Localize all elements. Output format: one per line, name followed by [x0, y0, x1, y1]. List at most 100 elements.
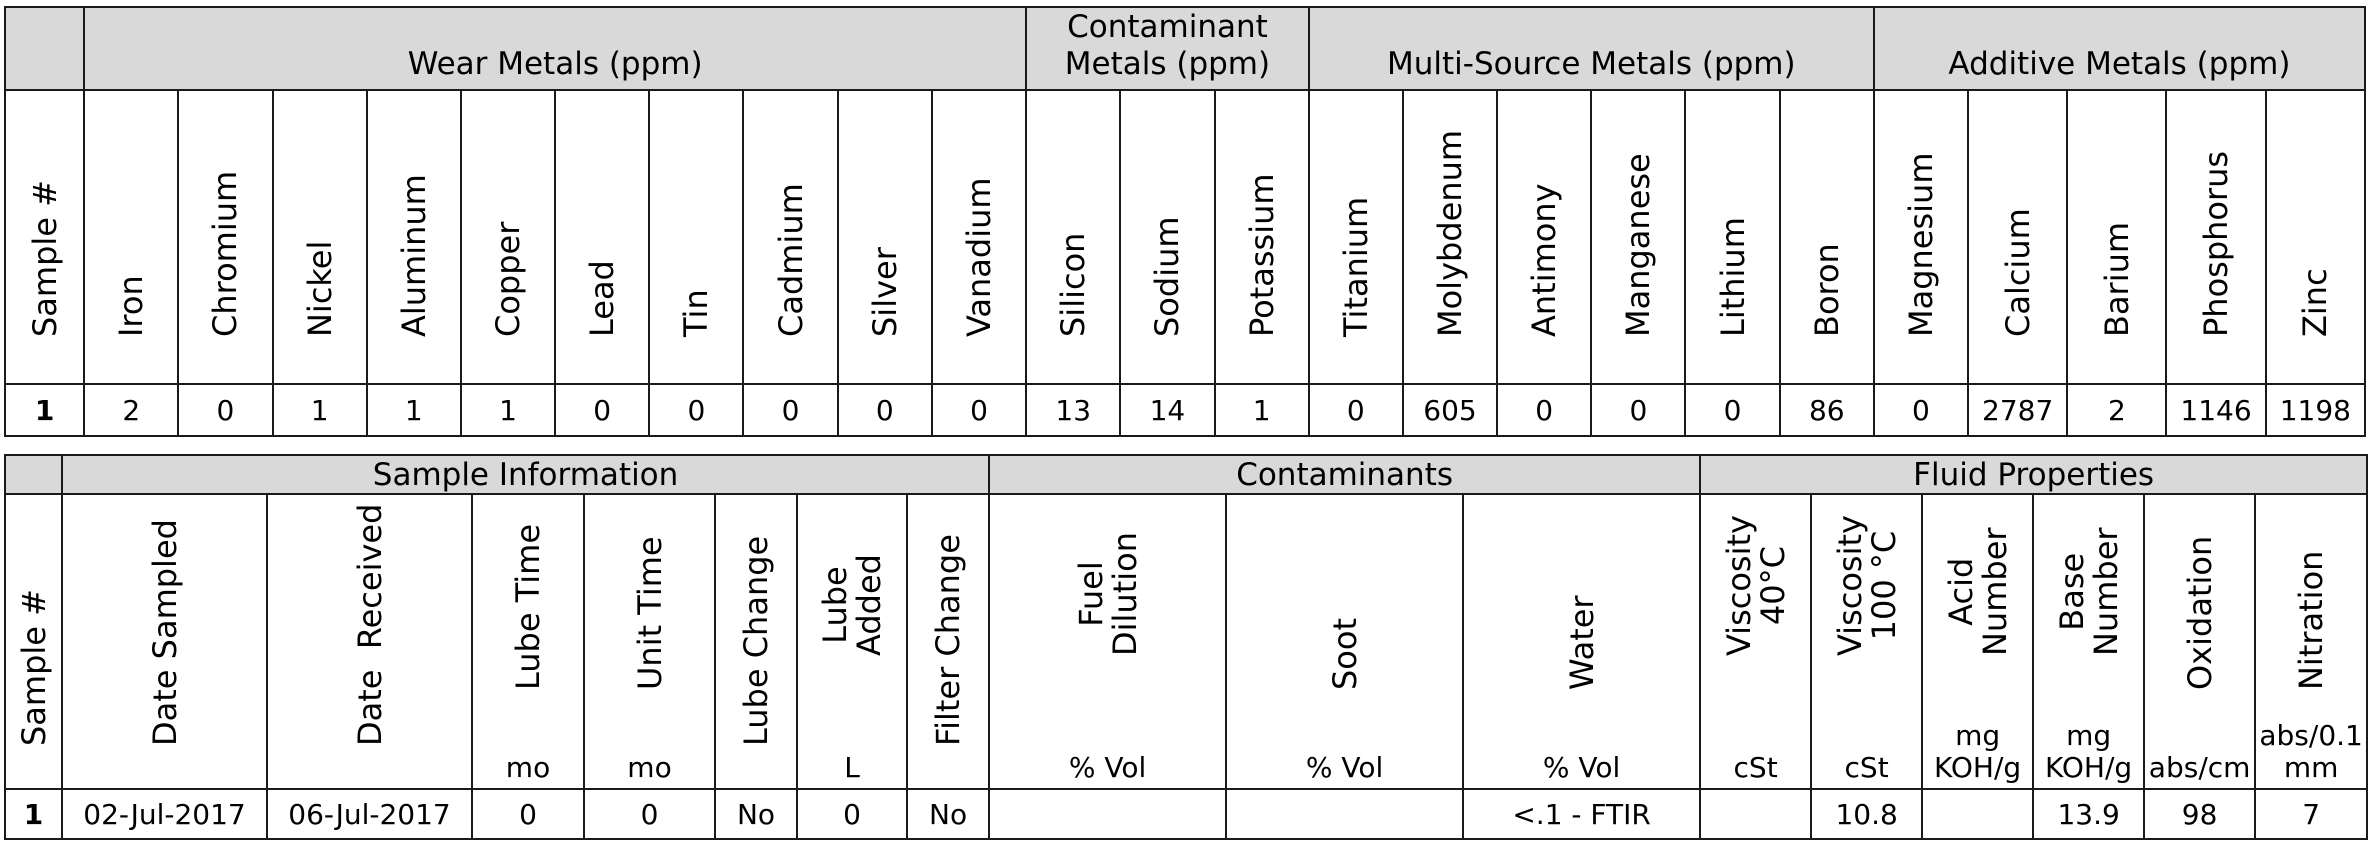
group-contaminant-line2: Metals (ppm) — [1064, 46, 1271, 82]
value-cell-filter-change: No — [905, 788, 991, 840]
column-header-label: Lube Added — [816, 554, 888, 656]
column-header-vanadium: Vanadium — [930, 89, 1028, 385]
column-header-label: Manganese — [1619, 153, 1658, 337]
column-header-cadmium: Cadmium — [742, 89, 839, 385]
column-header-label: Viscosity 40°C — [1719, 515, 1792, 656]
value-cell-nickel: 1 — [271, 383, 368, 437]
column-header-zinc: Zinc — [2264, 89, 2367, 385]
value-cell-date-received: 06-Jul-2017 — [266, 788, 473, 840]
column-unit: cSt — [1844, 751, 1889, 784]
group-multi-source-metals: Multi-Source Metals (ppm) — [1307, 6, 1875, 91]
info-group-row: Sample Information Contaminants Fluid Pr… — [4, 454, 2369, 495]
column-header-label: Base Number — [2052, 527, 2125, 656]
column-header-soot: Soot % Vol — [1225, 493, 1465, 790]
metals-header-row: Sample # Iron Chromium Nickel Aluminum Coppe… — [3, 89, 2367, 385]
column-header-label: Boron — [1807, 243, 1846, 337]
column-unit: abs/0.1 mm — [2259, 719, 2363, 784]
corner-cell — [3, 6, 86, 91]
column-header-label: Lube Change — [737, 535, 775, 746]
column-header-label: Phosphorus — [2197, 150, 2236, 337]
column-header-label: Zinc — [2296, 268, 2335, 337]
column-header-silver: Silver — [836, 89, 933, 385]
column-header-viscosity-40-c: Viscosity 40°C cSt — [1699, 493, 1813, 790]
value-cell-date-sampled: 02-Jul-2017 — [61, 788, 268, 840]
group-wear-metals: Wear Metals (ppm) — [83, 6, 1028, 91]
metals-table: Wear Metals (ppm) Contaminant Metals (ppm… — [3, 6, 2367, 437]
column-header-potassium: Potassium — [1213, 89, 1310, 385]
value-cell-chromium: 0 — [177, 383, 274, 437]
column-header-silicon: Silicon — [1025, 89, 1122, 385]
column-header-label: Fuel Dilution — [1071, 532, 1144, 656]
value-cell-sodium: 14 — [1119, 383, 1216, 437]
value-cell-iron: 2 — [83, 383, 180, 437]
column-header-label: Filter Change — [929, 534, 968, 746]
value-cell-magnesium: 0 — [1872, 383, 1970, 437]
value-cell-copper: 1 — [459, 383, 557, 437]
value-cell-lithium: 0 — [1684, 383, 1781, 437]
group-additive-metals: Additive Metals (ppm) — [1872, 6, 2367, 91]
value-cell-acid-number — [1921, 788, 2035, 840]
sample-number-cell: 1 — [4, 788, 63, 840]
value-cell-lube-time: 0 — [471, 788, 585, 840]
column-unit: mo — [627, 751, 672, 784]
column-header-lead: Lead — [554, 89, 651, 385]
column-header-sodium: Sodium — [1119, 89, 1216, 385]
column-header-manganese: Manganese — [1590, 89, 1687, 385]
column-header-date-received: Date Received — [266, 493, 473, 790]
value-cell-lead: 0 — [554, 383, 651, 437]
column-header-label: Lube Time — [509, 523, 547, 690]
column-header-label: Cadmium — [771, 183, 810, 337]
column-header-boron: Boron — [1778, 89, 1875, 385]
column-header-phosphorus: Phosphorus — [2165, 89, 2267, 385]
column-header-water: Water % Vol — [1462, 493, 1702, 790]
column-header-nickel: Nickel — [271, 89, 368, 385]
column-unit: mo — [505, 751, 551, 784]
column-header-label: Vanadium — [960, 177, 998, 337]
column-header-tin: Tin — [648, 89, 745, 385]
value-cell-oxidation: 98 — [2143, 788, 2257, 840]
column-header-lube-change: Lube Change — [714, 493, 798, 790]
value-cell-silver: 0 — [836, 383, 933, 437]
column-header-label: Nickel — [300, 240, 339, 337]
value-cell-silicon: 13 — [1025, 383, 1122, 437]
column-header-label: Water — [1562, 595, 1601, 690]
column-header-copper: Copper — [459, 89, 557, 385]
column-header-molybdenum: Molybdenum — [1401, 89, 1499, 385]
group-sample-information: Sample Information — [60, 454, 991, 495]
column-header-label: Barium — [2097, 221, 2136, 337]
column-header-label: Acid Number — [1941, 527, 2014, 656]
value-cell-zinc: 1198 — [2264, 383, 2367, 437]
column-header-label: Lithium — [1713, 217, 1752, 337]
column-unit: % Vol — [1305, 751, 1384, 784]
sample-number-header: Sample # — [4, 493, 63, 790]
info-header-row: Sample # Date Sampled Date Received Lube T… — [4, 493, 2369, 790]
value-cell-nitration: 7 — [2254, 788, 2369, 840]
column-header-lube-added: Lube Added L — [796, 493, 908, 790]
sample-info-table: Sample Information Contaminants Fluid Pr… — [4, 454, 2369, 840]
column-header-acid-number: Acid Number mg KOH/g — [1921, 493, 2035, 790]
column-header-label: Sodium — [1148, 216, 1187, 337]
value-cell-fuel-dilution — [988, 788, 1228, 840]
sample-number-cell: 1 — [3, 383, 86, 437]
column-header-fuel-dilution: Fuel Dilution % Vol — [988, 493, 1228, 790]
column-header-label: Potassium — [1242, 173, 1281, 337]
value-cell-lube-added: 0 — [796, 788, 908, 840]
column-header-viscosity-100-c: Viscosity 100 °C cSt — [1810, 493, 1924, 790]
value-cell-titanium: 0 — [1307, 383, 1404, 437]
value-cell-calcium: 2787 — [1967, 383, 2069, 437]
column-header-label: Iron — [112, 275, 151, 337]
value-cell-lube-change: No — [714, 788, 798, 840]
column-header-label: Magnesium — [1901, 152, 1940, 337]
column-header-label: Viscosity 100 °C — [1830, 515, 1903, 656]
column-header-nitration: Nitration abs/0.1 mm — [2254, 493, 2369, 790]
value-cell-molybdenum: 605 — [1401, 383, 1499, 437]
table-row: 1 02-Jul-2017 06-Jul-2017 0 0 No 0 No <.1 - FTI… — [4, 788, 2369, 840]
column-header-barium: Barium — [2066, 89, 2168, 385]
column-header-label: Aluminum — [394, 174, 433, 337]
table-row: 1 2 0 1 1 1 0 0 0 0 0 13 14 1 0 605 0 0 0 86 0 2787 2 1146 1198 — [3, 383, 2367, 437]
column-header-magnesium: Magnesium — [1872, 89, 1970, 385]
column-header-label: Titanium — [1336, 196, 1375, 337]
group-contaminants: Contaminants — [988, 454, 1702, 495]
column-header-date-sampled: Date Sampled — [61, 493, 268, 790]
column-header-label: Silver — [865, 247, 904, 337]
